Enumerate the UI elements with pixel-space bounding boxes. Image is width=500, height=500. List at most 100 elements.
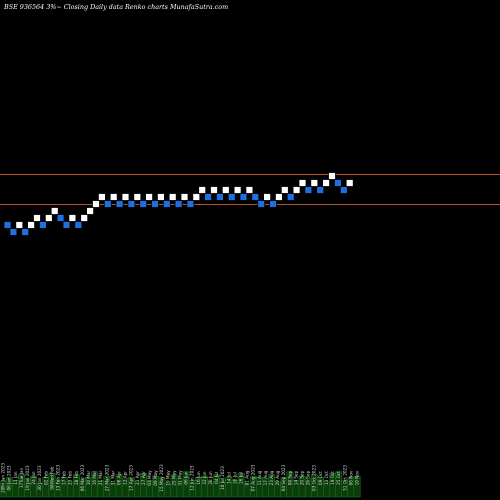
date-label: 08Wed Feb <box>49 466 54 490</box>
renko-brick-down <box>174 200 183 208</box>
date-label: 25 Oct <box>336 471 341 485</box>
date-label: 14 Jul <box>226 472 231 484</box>
date-axis-labels: 20Fri Jan 2023 06 Jan 2023 11 Jan 17Tue Jan… <box>1 463 360 493</box>
renko-brick-up <box>156 193 165 201</box>
renko-brick-up <box>50 207 59 215</box>
renko-brick-up <box>98 193 106 201</box>
renko-brick-up <box>328 172 336 180</box>
date-label: 16 Jun <box>196 471 201 485</box>
renko-brick-down <box>304 186 313 194</box>
date-label: 31 May <box>178 470 183 486</box>
renko-brick-up <box>168 193 177 201</box>
renko-brick-down <box>286 193 295 201</box>
date-label: 01 Aug <box>245 470 250 485</box>
renko-brick-down <box>333 179 342 187</box>
date-label: 09 Oct <box>318 471 323 485</box>
date-label: 31 Oct 2023 <box>342 465 347 491</box>
renko-brick-down <box>39 221 47 229</box>
renko-brick-up <box>15 221 24 229</box>
renko-brick-down <box>21 228 30 236</box>
renko-brick-up <box>68 214 77 222</box>
renko-brick-down <box>204 193 213 201</box>
date-label: 27 Mar 2023 <box>104 464 109 491</box>
renko-brick-up <box>180 193 189 201</box>
renko-brick-down <box>115 200 124 208</box>
renko-brick-up <box>310 179 319 187</box>
date-label: 24 Jan <box>31 471 36 484</box>
renko-brick-down <box>151 200 159 208</box>
date-label: 17 Apr 2023 <box>129 465 134 491</box>
renko-brick-down <box>103 200 112 208</box>
date-label: 06 Jun <box>184 471 189 485</box>
date-label: 06 Apr <box>116 471 121 485</box>
date-label: 07 Aug 2023 <box>251 464 256 491</box>
renko-brick-down <box>127 200 136 208</box>
renko-brick-down <box>215 193 224 201</box>
date-label: 16 Mar <box>92 470 97 485</box>
renko-brick-down <box>316 186 325 194</box>
date-label: 03 Oct 2023 <box>312 465 317 491</box>
date-label: 20 Jul <box>232 472 237 484</box>
renko-brick-up <box>133 193 142 201</box>
renko-brick-up <box>198 186 207 194</box>
renko-brick-down <box>56 214 65 222</box>
date-label: 21 Mar <box>98 470 103 485</box>
renko-brick-down <box>9 228 18 236</box>
date-label: 27 Apr <box>141 471 146 485</box>
renko-brick-up <box>44 214 53 222</box>
date-label: 14 Sep <box>293 470 298 485</box>
renko-brick-up <box>192 193 201 201</box>
date-label: 19 Oct <box>330 471 335 485</box>
date-label: 19 Jan 2023 <box>25 465 30 490</box>
date-label: 12 Apr <box>123 471 128 485</box>
date-label: 26 Jul <box>239 472 244 484</box>
renko-brick-down <box>257 200 266 208</box>
renko-brick-up <box>233 186 242 194</box>
date-label: 17 Feb <box>62 471 67 485</box>
date-label: 11 Jan <box>13 471 18 484</box>
renko-brick-up <box>221 186 230 194</box>
renko-brick-up <box>109 193 118 201</box>
date-label: 04 Sep 2023 <box>281 464 286 491</box>
renko-brick-up <box>322 179 331 187</box>
renko-brick-up <box>345 179 354 187</box>
renko-brick-up <box>292 186 301 194</box>
date-label: 25 May <box>171 470 176 486</box>
renko-brick-down <box>74 221 83 229</box>
date-label: 20 Sep <box>300 470 305 485</box>
renko-brick-up <box>280 186 289 194</box>
renko-brick-up <box>92 200 100 208</box>
date-label: 28 Feb <box>74 471 79 485</box>
date-label: 22 Jun <box>202 471 207 485</box>
renko-bricks <box>3 172 354 236</box>
volume-bar <box>353 475 361 498</box>
date-label: 04 Jul <box>214 472 219 484</box>
renko-brick-up <box>86 207 94 215</box>
date-label: 09 May <box>153 470 158 486</box>
renko-brick-up <box>298 179 307 187</box>
date-label: 17Tue Jan <box>19 468 24 489</box>
date-label: 31 Mar <box>110 470 115 485</box>
renko-brick-down <box>186 200 195 208</box>
volume-area <box>0 471 361 498</box>
renko-brick-down <box>251 193 260 201</box>
date-label: 29 Aug <box>275 470 280 485</box>
renko-brick-down <box>227 193 236 201</box>
renko-brick-up <box>245 186 254 194</box>
renko-brick-down <box>62 221 71 229</box>
renko-brick-down <box>139 200 148 208</box>
renko-brick-down <box>339 186 348 194</box>
renko-brick-down <box>269 200 277 208</box>
date-label: 10 Mar <box>86 470 91 485</box>
renko-brick-up <box>33 214 41 222</box>
reference-lines <box>0 174 500 205</box>
renko-brick-up <box>80 214 89 222</box>
date-label: 19 May <box>165 470 170 486</box>
date-label: 10 Jul 2023 <box>220 466 225 490</box>
date-label: 06 Mar 2023 <box>80 464 85 491</box>
date-label: 21 Apr <box>135 471 140 485</box>
date-label: 20Fri Jan 2023 <box>1 463 6 493</box>
date-label: 08 Sep <box>287 470 292 485</box>
